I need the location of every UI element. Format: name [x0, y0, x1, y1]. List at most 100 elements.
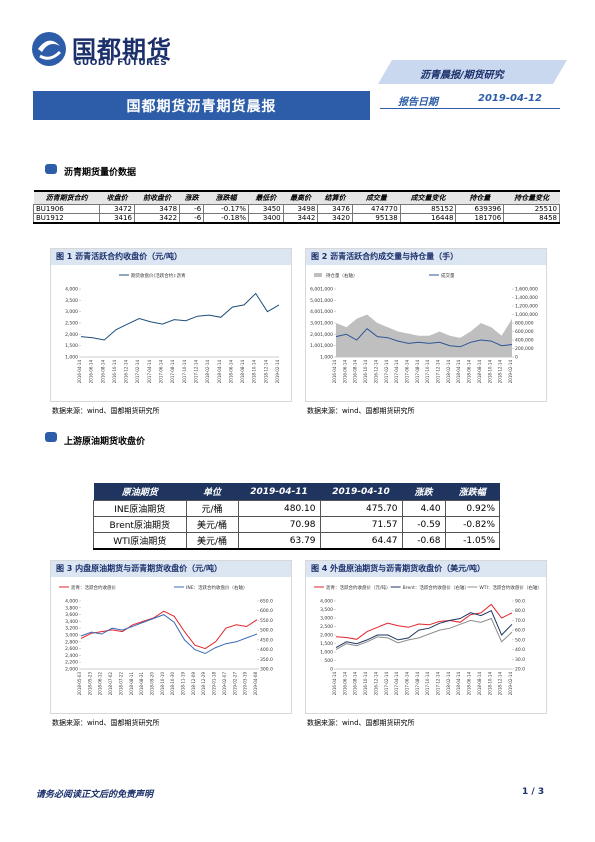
- x-tick-label: 2018-04-14: [456, 672, 461, 696]
- tick-label: 0: [330, 667, 333, 673]
- cell: 8458: [503, 213, 560, 224]
- legend-label: 沥青：活跃合约收盘价: [71, 584, 116, 591]
- cell: -0.18%: [203, 213, 249, 224]
- chart: 沥青：活跃合约收盘价 INE：活跃合约收盘价（右轴） 2,0002,2002,400…: [59, 584, 273, 696]
- chart: 期货收盘价(活跃合约):沥青 1,000 1,500 2,000 2,500 3,000 3…: [65, 272, 280, 384]
- x-tick-label: 2018-05-23: [87, 672, 92, 696]
- x-tick-label: 2017-06-14: [404, 672, 409, 696]
- column-header: 原油期货: [93, 483, 186, 501]
- cell: BU1912: [32, 213, 101, 224]
- cell: 25510: [503, 204, 560, 214]
- category: 沥青晨报/期货研究: [420, 70, 504, 81]
- cell: BU1906: [32, 204, 101, 214]
- x-tick-label: 2019-01-18: [212, 672, 217, 696]
- x-tick-label: 2016-12-14: [124, 360, 129, 384]
- date-label: 报告日期: [398, 97, 438, 108]
- source: 数据来源：wind、国都期货研究所: [307, 719, 415, 727]
- x-tick-label: 2018-08-14: [240, 360, 245, 384]
- tick-label: 1,000,000: [515, 312, 538, 318]
- cell: 3498: [282, 204, 319, 214]
- chart-box: 图 4 外盘原油期货与沥青期货收盘价（美元/吨） 沥青：活跃合约收盘价（元/吨） B…: [305, 560, 547, 714]
- tick-label: 3,000: [320, 616, 333, 622]
- tick-label: 2,500: [320, 624, 333, 630]
- tick-label: 650.0: [260, 599, 273, 605]
- x-tick-label: 2017-12-14: [193, 360, 198, 384]
- logo-subtext: GUODU FUTURES: [74, 58, 168, 68]
- x-tick-label: 2019-02-14: [275, 360, 280, 384]
- line: [80, 292, 280, 341]
- tick-label: 1,000: [320, 650, 333, 656]
- tick-label: 3,200: [65, 626, 78, 632]
- tick-label: 200,000: [515, 346, 534, 352]
- column-header: 涨跌: [179, 190, 204, 205]
- row: INE原油期货 元/桶 480.10 475.70 4.40 0.92%: [93, 500, 501, 517]
- cell: 3420: [317, 213, 353, 224]
- cell: 475.70: [319, 500, 403, 517]
- tick-label: 2,000: [65, 332, 78, 338]
- column-header: 持仓量变化: [503, 190, 560, 205]
- section-heading: 沥青期货量价数据: [64, 168, 137, 178]
- column-header: 结算价: [317, 190, 353, 205]
- x-tick-label: 2018-02-14: [446, 360, 451, 384]
- line: [335, 603, 513, 640]
- x-tick-label: 2018-02-14: [205, 360, 210, 384]
- chart-title: 图 3 内盘原油期货与沥青期货收盘价（元/吨）: [51, 561, 291, 577]
- cell: -6: [179, 204, 205, 214]
- x-tick-label: 2017-02-14: [135, 360, 140, 384]
- tick-label: 1,500: [320, 641, 333, 647]
- tick-label: 3,500: [320, 607, 333, 613]
- x-tick-label: 2017-10-14: [425, 360, 430, 384]
- tick-label: 3,001,000: [310, 321, 333, 327]
- column-header: 2019-04-11: [238, 483, 321, 501]
- cell: 3416: [99, 213, 135, 224]
- cell: 3442: [282, 213, 319, 224]
- column-header: 涨跌幅: [203, 190, 249, 205]
- cell: -0.17%: [203, 204, 249, 214]
- legend-label: WTI：活跃合约收盘价（右轴）: [479, 584, 542, 591]
- x-tick-label: 2018-06-14: [228, 360, 233, 384]
- tick-label: 2,800: [65, 639, 78, 645]
- row: BU1912 3416 3422 -6 -0.18% 3400 3442 3420 95138 1…: [32, 213, 560, 224]
- tick-label: 600,000: [515, 329, 534, 335]
- x-tick-label: 2016-10-14: [112, 360, 117, 384]
- tick-label: 600.0: [260, 608, 273, 614]
- column-header: 2019-04-10: [320, 483, 403, 501]
- x-tick-label: 2016-06-14: [89, 360, 94, 384]
- x-tick-label: 2018-08-14: [477, 672, 482, 696]
- cell: 95138: [351, 213, 401, 224]
- x-tick-label: 2017-06-14: [404, 360, 409, 384]
- tick-label: 2,500: [65, 321, 78, 327]
- x-tick-label: 2019-02-27: [232, 672, 237, 696]
- tick-label: 3,000: [65, 633, 78, 639]
- row: BU1906 3472 3478 -6 -0.17% 3450 3498 3476 474770…: [32, 204, 560, 214]
- tick-label: 3,400: [65, 619, 78, 625]
- column-header: 最高价: [283, 190, 318, 205]
- disclaimer: 请务必阅读正文后的免责声明: [36, 790, 154, 800]
- x-tick-label: 2019-02-07: [222, 672, 227, 696]
- tick-label: 70.0: [515, 618, 525, 624]
- column-header: 涨跌幅: [445, 483, 500, 501]
- line: [335, 610, 513, 649]
- row: WTI原油期货 美元/桶 63.79 64.47 -0.68 -1.05%: [93, 532, 501, 550]
- x-tick-label: 2018-12-14: [498, 672, 503, 696]
- cell: 3450: [248, 204, 284, 214]
- legend-label: 持仓量（右轴）: [326, 272, 358, 279]
- cell: 3422: [133, 213, 181, 224]
- tick-label: 40.0: [515, 647, 525, 653]
- x-tick-label: 2017-04-14: [394, 360, 399, 384]
- column-header: 涨跌: [402, 483, 446, 501]
- chart-title: 图 1 沥青活跃合约收盘价（元/吨）: [51, 249, 291, 265]
- legend-swatch: [314, 273, 322, 277]
- header-row: 沥青期货合约 收盘价 前收盘价 涨跌 涨跌幅 最低价 最高价 结算价 成交量 成交量变化 持仓量 持仓…: [33, 190, 560, 205]
- tick-label: 3,000: [65, 309, 78, 315]
- legend-label: 成交量: [441, 272, 455, 279]
- tick-label: 1,000: [65, 355, 78, 361]
- legend-label: 沥青：活跃合约收盘价（元/吨）: [326, 584, 391, 591]
- x-tick-label: 2018-10-10: [160, 672, 165, 696]
- chart-box: 图 3 内盘原油期货与沥青期货收盘价（元/吨） 沥青：活跃合约收盘价 INE：活跃合…: [50, 560, 292, 714]
- x-tick-label: 2017-08-14: [170, 360, 175, 384]
- tick-label: 5,001,000: [310, 298, 333, 304]
- tick-label: 2,400: [65, 653, 78, 659]
- x-tick-label: 2018-12-14: [263, 360, 268, 384]
